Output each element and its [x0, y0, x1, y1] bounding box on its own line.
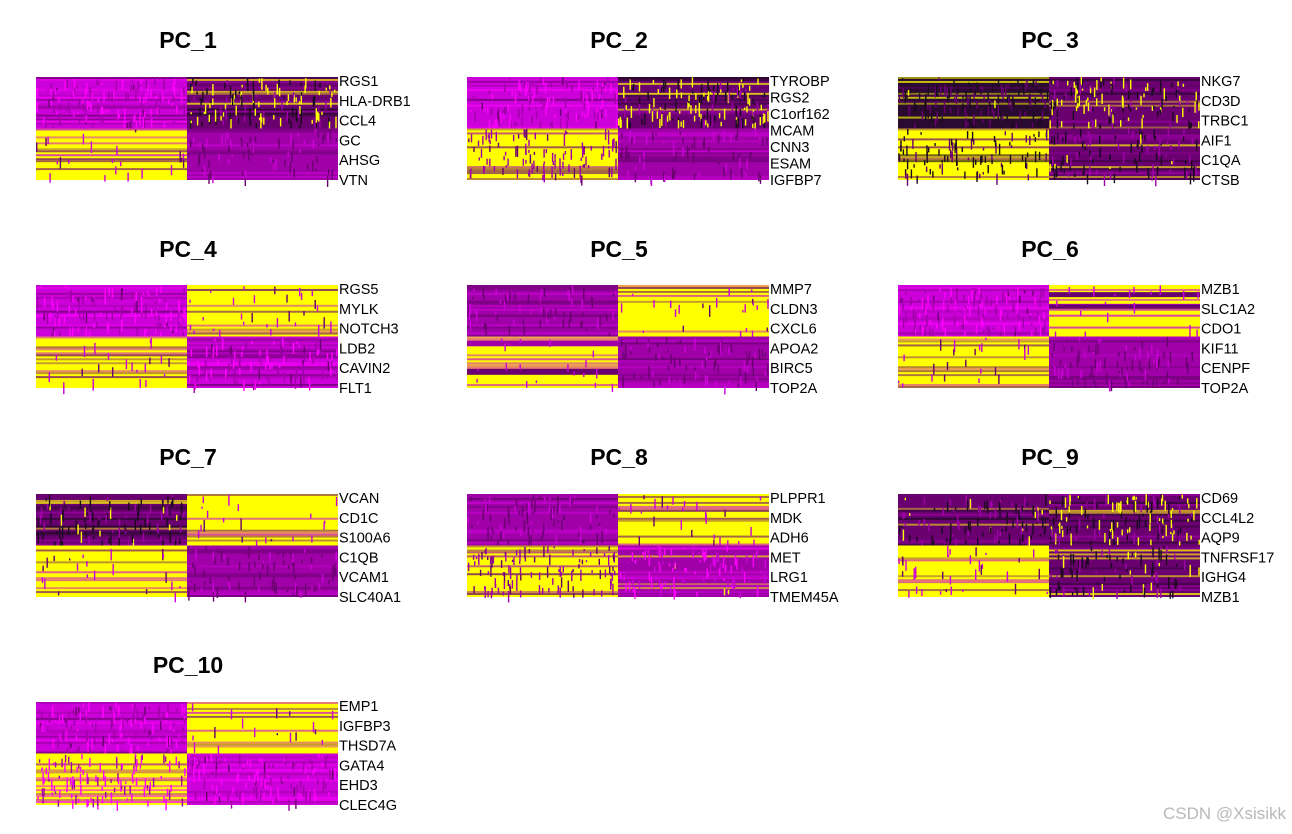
gene-label: MCAM	[770, 124, 814, 140]
heatmap-panel: PC_10 EMP1 IGFBP3 THSD7A GATA4 EHD3 CLEC4G	[36, 652, 397, 814]
gene-label: RGS1	[339, 74, 379, 90]
heatmap-cells	[898, 77, 1200, 187]
gene-label: TOP2A	[1201, 381, 1249, 397]
gene-label: CLDN3	[770, 302, 818, 318]
gene-label: APOA2	[770, 341, 818, 357]
gene-label: CCL4L2	[1201, 511, 1254, 527]
panel-title: PC_10	[153, 652, 223, 678]
gene-label: RGS5	[339, 282, 379, 298]
gene-label: CDO1	[1201, 322, 1241, 338]
gene-label: CENPF	[1201, 361, 1250, 377]
gene-label: CAVIN2	[339, 361, 390, 377]
gene-label: TNFRSF17	[1201, 550, 1274, 566]
gene-label: ESAM	[770, 157, 811, 173]
gene-label: C1orf162	[770, 107, 830, 123]
gene-label: CD69	[1201, 491, 1238, 507]
panel-title: PC_1	[159, 27, 217, 53]
panel-title: PC_4	[159, 236, 217, 262]
heatmap-panel: PC_3 NKG7 CD3D TRBC1 AIF1 C1QA CTSB	[898, 27, 1249, 189]
heatmap-panel: PC_9 CD69 CCL4L2 AQP9 TNFRSF17 IGHG4 MZB1	[898, 444, 1274, 606]
gene-label: CTSB	[1201, 173, 1240, 189]
gene-label: MMP7	[770, 282, 812, 298]
gene-label: THSD7A	[339, 739, 397, 755]
gene-label: C1QA	[1201, 153, 1241, 169]
heatmap-panel: PC_4 RGS5 MYLK NOTCH3 LDB2 CAVIN2 FLT1	[36, 236, 399, 397]
gene-label: VCAN	[339, 491, 379, 507]
gene-label: MET	[770, 550, 801, 566]
gene-label: EHD3	[339, 778, 378, 794]
heatmap-panel: PC_1 RGS1 HLA-DRB1 CCL4 GC AHSG VTN	[36, 27, 411, 189]
panel-title: PC_9	[1021, 444, 1079, 470]
panel-title: PC_8	[590, 444, 648, 470]
gene-label: TRBC1	[1201, 114, 1249, 130]
gene-label: LDB2	[339, 341, 375, 357]
gene-label: C1QB	[339, 550, 379, 566]
panel-title: PC_6	[1021, 236, 1079, 262]
gene-label: TMEM45A	[770, 590, 839, 606]
gene-label: AHSG	[339, 153, 380, 169]
gene-label: AIF1	[1201, 133, 1232, 149]
gene-label: EMP1	[339, 699, 379, 715]
heatmap-cells	[898, 494, 1200, 600]
gene-label: NKG7	[1201, 74, 1241, 90]
gene-label: MZB1	[1201, 590, 1240, 606]
heatmap-cells	[898, 285, 1200, 392]
gene-label: PLPPR1	[770, 491, 826, 507]
gene-label: CD3D	[1201, 94, 1240, 110]
gene-label: BIRC5	[770, 361, 813, 377]
heatmap-cells	[467, 285, 769, 395]
gene-label: RGS2	[770, 91, 810, 107]
panel-title: PC_2	[590, 27, 648, 53]
gene-label: GATA4	[339, 758, 384, 774]
heatmap-panel: PC_7 VCAN CD1C S100A6 C1QB VCAM1 SLC40A1	[36, 444, 401, 606]
gene-label: S100A6	[339, 531, 391, 547]
gene-label: SLC40A1	[339, 590, 401, 606]
gene-label: GC	[339, 133, 361, 149]
heatmap-cells	[36, 494, 338, 603]
watermark: CSDN @Xsisikk	[1162, 804, 1286, 823]
heatmap-cells	[36, 77, 338, 187]
gene-label: MZB1	[1201, 282, 1240, 298]
gene-label: ADH6	[770, 531, 809, 547]
gene-label: CD1C	[339, 511, 378, 527]
heatmap-cells	[36, 285, 338, 395]
heatmap-cells	[36, 702, 338, 811]
gene-label: CLEC4G	[339, 798, 397, 814]
gene-label: IGFBP7	[770, 173, 822, 189]
gene-label: SLC1A2	[1201, 302, 1255, 318]
gene-label: HLA-DRB1	[339, 94, 411, 110]
heatmap-panel: PC_5 MMP7 CLDN3 CXCL6 APOA2 BIRC5 TOP2A	[467, 236, 818, 397]
heatmap-panel: PC_6 MZB1 SLC1A2 CDO1 KIF11 CENPF TOP2A	[898, 236, 1255, 397]
heatmap-cells	[467, 77, 769, 186]
gene-label: TOP2A	[770, 381, 818, 397]
gene-label: IGFBP3	[339, 719, 391, 735]
heatmap-cells	[467, 494, 769, 603]
gene-label: MYLK	[339, 302, 379, 318]
gene-label: KIF11	[1201, 341, 1239, 357]
heatmap-panel: PC_8 PLPPR1 MDK ADH6 MET LRG1 TMEM45A	[467, 444, 839, 606]
gene-label: VTN	[339, 173, 368, 189]
gene-label: AQP9	[1201, 531, 1240, 547]
gene-label: VCAM1	[339, 570, 389, 586]
panel-title: PC_5	[590, 236, 648, 262]
panel-title: PC_7	[159, 444, 217, 470]
gene-label: TYROBP	[770, 74, 830, 90]
gene-label: CCL4	[339, 114, 376, 130]
gene-label: IGHG4	[1201, 570, 1246, 586]
gene-label: FLT1	[339, 381, 372, 397]
gene-label: CNN3	[770, 140, 809, 156]
gene-label: CXCL6	[770, 322, 817, 338]
gene-label: MDK	[770, 511, 803, 527]
panel-title: PC_3	[1021, 27, 1079, 53]
gene-label: NOTCH3	[339, 322, 399, 338]
gene-label: LRG1	[770, 570, 808, 586]
